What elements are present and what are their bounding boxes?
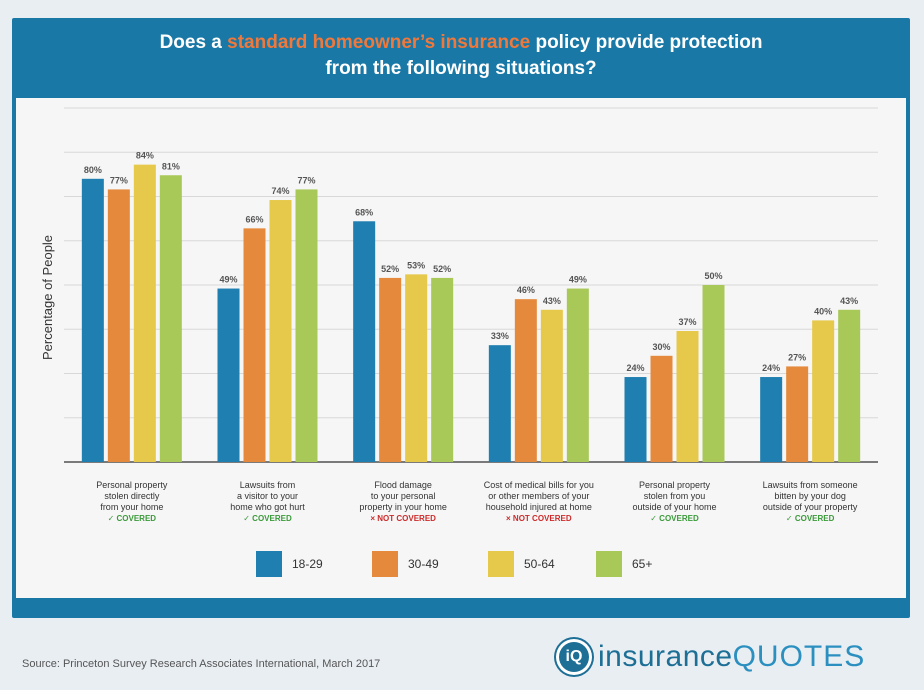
data-label: 43%	[840, 296, 858, 306]
data-label: 77%	[110, 175, 128, 185]
legend-label: 65+	[632, 557, 652, 571]
bar-30-49-cat1	[107, 189, 130, 463]
data-label: 68%	[355, 207, 373, 217]
category-label: stolen from you	[644, 491, 706, 501]
category-label: Lawsuits from someone	[763, 480, 858, 490]
title-part-2: policy provide protection	[530, 32, 763, 53]
data-label: 74%	[271, 186, 289, 196]
legend-swatch-65+	[596, 551, 622, 577]
bar-65+-cat3	[431, 277, 454, 462]
category-label: Lawsuits from	[240, 480, 296, 490]
category-label: bitten by your dog	[774, 491, 846, 501]
category-label: Cost of medical bills for you	[484, 480, 594, 490]
bar-30-49-cat5	[650, 355, 673, 462]
data-label: 27%	[788, 352, 806, 362]
category-label: or other members of your	[488, 491, 589, 501]
covered-status: ✓ COVERED	[786, 514, 835, 523]
bar-18-29-cat1	[81, 178, 104, 463]
data-label: 40%	[814, 306, 832, 316]
title-part-1: Does a	[159, 32, 228, 53]
bar-18-29-cat3	[353, 221, 376, 462]
bar-30-49-cat4	[514, 299, 537, 462]
legend-swatch-18-29	[256, 551, 282, 577]
category-label: Personal property	[639, 480, 711, 490]
title-highlight: standard homeowner’s insurance	[227, 32, 531, 53]
bar-50-64-cat3	[405, 274, 428, 462]
logo-text-insurance: insurance	[598, 640, 733, 673]
logo-text-quotes: QUOTES	[732, 640, 866, 673]
bar-50-64-cat2	[269, 200, 292, 463]
bar-50-64-cat6	[812, 320, 835, 462]
covered-status: ✓ COVERED	[243, 514, 292, 523]
data-label: 24%	[626, 363, 644, 373]
data-label: 50%	[704, 271, 722, 281]
category-label: property in your home	[359, 502, 447, 512]
legend-swatch-30-49	[372, 551, 398, 577]
bar-50-64-cat4	[540, 309, 563, 462]
bar-18-29-cat6	[760, 377, 783, 462]
data-label: 81%	[162, 161, 180, 171]
data-label: 30%	[652, 342, 670, 352]
bar-30-49-cat6	[786, 366, 809, 462]
covered-status: ✓ COVERED	[650, 514, 699, 523]
bar-65+-cat1	[159, 175, 182, 462]
category-label: home who got hurt	[230, 502, 305, 512]
legend-swatch-50-64	[488, 551, 514, 577]
legend-label: 30-49	[408, 557, 439, 571]
title-line-2: from the following situations?	[325, 58, 597, 79]
data-label: 49%	[219, 275, 237, 285]
bar-18-29-cat4	[488, 345, 511, 462]
chart-title: Does a standard homeowner’s insurance po…	[12, 30, 910, 82]
data-label: 49%	[569, 275, 587, 285]
data-label: 80%	[84, 165, 102, 175]
bar-65+-cat6	[838, 309, 861, 462]
data-label: 37%	[678, 317, 696, 327]
data-label: 53%	[407, 260, 425, 270]
category-label: a visitor to your	[237, 491, 298, 501]
data-label: 77%	[297, 175, 315, 185]
data-label: 52%	[433, 264, 451, 274]
data-label: 52%	[381, 264, 399, 274]
bar-18-29-cat2	[217, 288, 240, 462]
insurancequotes-logo[interactable]: iQ insurance QUOTES	[556, 636, 865, 678]
legend-label: 50-64	[524, 557, 555, 571]
data-label: 24%	[762, 363, 780, 373]
bar-30-49-cat2	[243, 228, 266, 462]
title-line-1: Does a standard homeowner’s insurance po…	[12, 30, 910, 56]
bar-65+-cat2	[295, 189, 318, 463]
legend-label: 18-29	[292, 557, 323, 571]
source-note: Source: Princeton Survey Research Associ…	[22, 658, 381, 670]
data-label: 46%	[517, 285, 535, 295]
category-label: stolen directly	[104, 491, 160, 501]
y-axis-label: Percentage of People	[40, 234, 55, 360]
category-label: from your home	[100, 502, 163, 512]
bar-18-29-cat5	[624, 377, 647, 462]
category-label: outside of your home	[632, 502, 716, 512]
category-label: Personal property	[96, 480, 168, 490]
bar-50-64-cat5	[676, 331, 699, 462]
data-label: 84%	[136, 151, 154, 161]
bar-30-49-cat3	[379, 277, 402, 462]
category-label: outside of your property	[763, 502, 858, 512]
covered-status: ✓ COVERED	[108, 514, 157, 523]
bar-50-64-cat1	[133, 164, 156, 462]
data-label: 66%	[245, 214, 263, 224]
category-label: Flood damage	[374, 480, 432, 490]
data-label: 33%	[491, 331, 509, 341]
not-covered-status: × NOT COVERED	[370, 514, 436, 523]
bar-65+-cat5	[702, 285, 725, 462]
category-label: household injured at home	[486, 502, 592, 512]
not-covered-status: × NOT COVERED	[506, 514, 572, 523]
logo-mark-icon: iQ	[556, 639, 592, 675]
bar-65+-cat4	[566, 288, 589, 462]
data-label: 43%	[543, 296, 561, 306]
category-label: to your personal	[371, 491, 436, 501]
